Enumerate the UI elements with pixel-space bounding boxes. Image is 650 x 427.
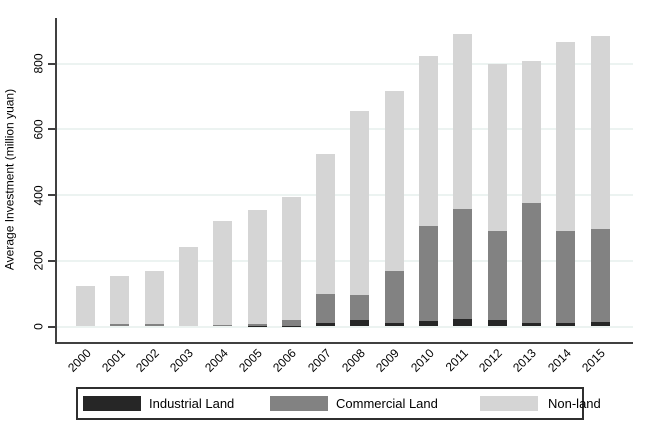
bar-segment-industrial-land	[281, 325, 301, 327]
bar-segment-non-land	[350, 111, 370, 296]
bar-segment-commercial-land	[144, 323, 164, 327]
y-tick-label-400: 400	[31, 185, 46, 206]
bar-segment-commercial-land	[247, 323, 267, 326]
bar-segment-non-land	[144, 270, 164, 324]
bar-segment-non-land	[453, 33, 473, 210]
legend-swatch-industrial-land	[83, 396, 141, 411]
y-tick-label-200: 200	[31, 250, 46, 271]
y-tick-label-0: 0	[31, 323, 46, 330]
legend: Industrial Land Commercial Land Non-land	[76, 387, 601, 420]
gridline-600	[57, 128, 633, 131]
bar-segment-commercial-land	[419, 225, 438, 322]
gridline-200	[57, 259, 633, 262]
bar-segment-commercial-land	[281, 319, 301, 326]
y-tick-label-800: 800	[31, 53, 46, 74]
bar-segment-commercial-land	[350, 295, 370, 321]
bar-segment-non-land	[178, 246, 198, 327]
bar-segment-non-land	[419, 55, 438, 226]
bar-segment-commercial-land	[556, 230, 576, 324]
bar-segment-industrial-land	[384, 322, 404, 327]
y-tick-800	[48, 62, 55, 65]
legend-label-industrial-land: Industrial Land	[149, 396, 235, 411]
bar-segment-commercial-land	[110, 323, 130, 327]
bar-segment-industrial-land	[453, 318, 473, 327]
y-tick-0	[48, 325, 55, 328]
bar-segment-non-land	[247, 209, 267, 324]
bar-segment-commercial-land	[521, 202, 541, 323]
bar-segment-commercial-land	[213, 324, 233, 327]
gridline-400	[57, 194, 633, 197]
legend-swatch-non-land	[480, 396, 538, 411]
y-axis-title: Average Investment (million yuan)	[2, 88, 17, 271]
bar-segment-commercial-land	[453, 209, 473, 319]
legend-label-non-land: Non-land	[548, 396, 601, 411]
y-tick-label-600: 600	[31, 119, 46, 140]
legend-label-commercial-land: Commercial Land	[336, 396, 438, 411]
bar-segment-industrial-land	[247, 325, 267, 327]
y-tick-600	[48, 128, 55, 131]
bar-segment-industrial-land	[487, 319, 507, 327]
y-axis-line	[55, 18, 57, 344]
bar-segment-industrial-land	[556, 323, 576, 327]
bar-segment-non-land	[487, 63, 507, 232]
x-axis-line	[55, 342, 633, 344]
bar-segment-commercial-land	[590, 229, 610, 322]
bar-segment-non-land	[556, 41, 576, 231]
bar-segment-non-land	[281, 196, 301, 320]
bar-segment-industrial-land	[316, 323, 336, 327]
bar-segment-industrial-land	[419, 321, 438, 327]
bar-segment-non-land	[590, 35, 610, 230]
y-tick-400	[48, 194, 55, 197]
bar-segment-industrial-land	[590, 321, 610, 327]
bar-segment-non-land	[213, 220, 233, 325]
bar-segment-industrial-land	[521, 322, 541, 327]
bar-segment-commercial-land	[316, 293, 336, 324]
y-tick-200	[48, 259, 55, 262]
bar-segment-non-land	[76, 286, 95, 327]
bar-segment-non-land	[110, 275, 130, 324]
bar-segment-non-land	[521, 61, 541, 203]
bar-segment-industrial-land	[350, 320, 370, 327]
legend-swatch-commercial-land	[270, 396, 328, 411]
bar-segment-non-land	[316, 154, 336, 294]
bar-segment-commercial-land	[487, 231, 507, 320]
bar-segment-commercial-land	[384, 271, 404, 323]
gridline-0	[57, 325, 633, 328]
bar-segment-non-land	[384, 91, 404, 272]
gridline-800	[57, 62, 633, 65]
